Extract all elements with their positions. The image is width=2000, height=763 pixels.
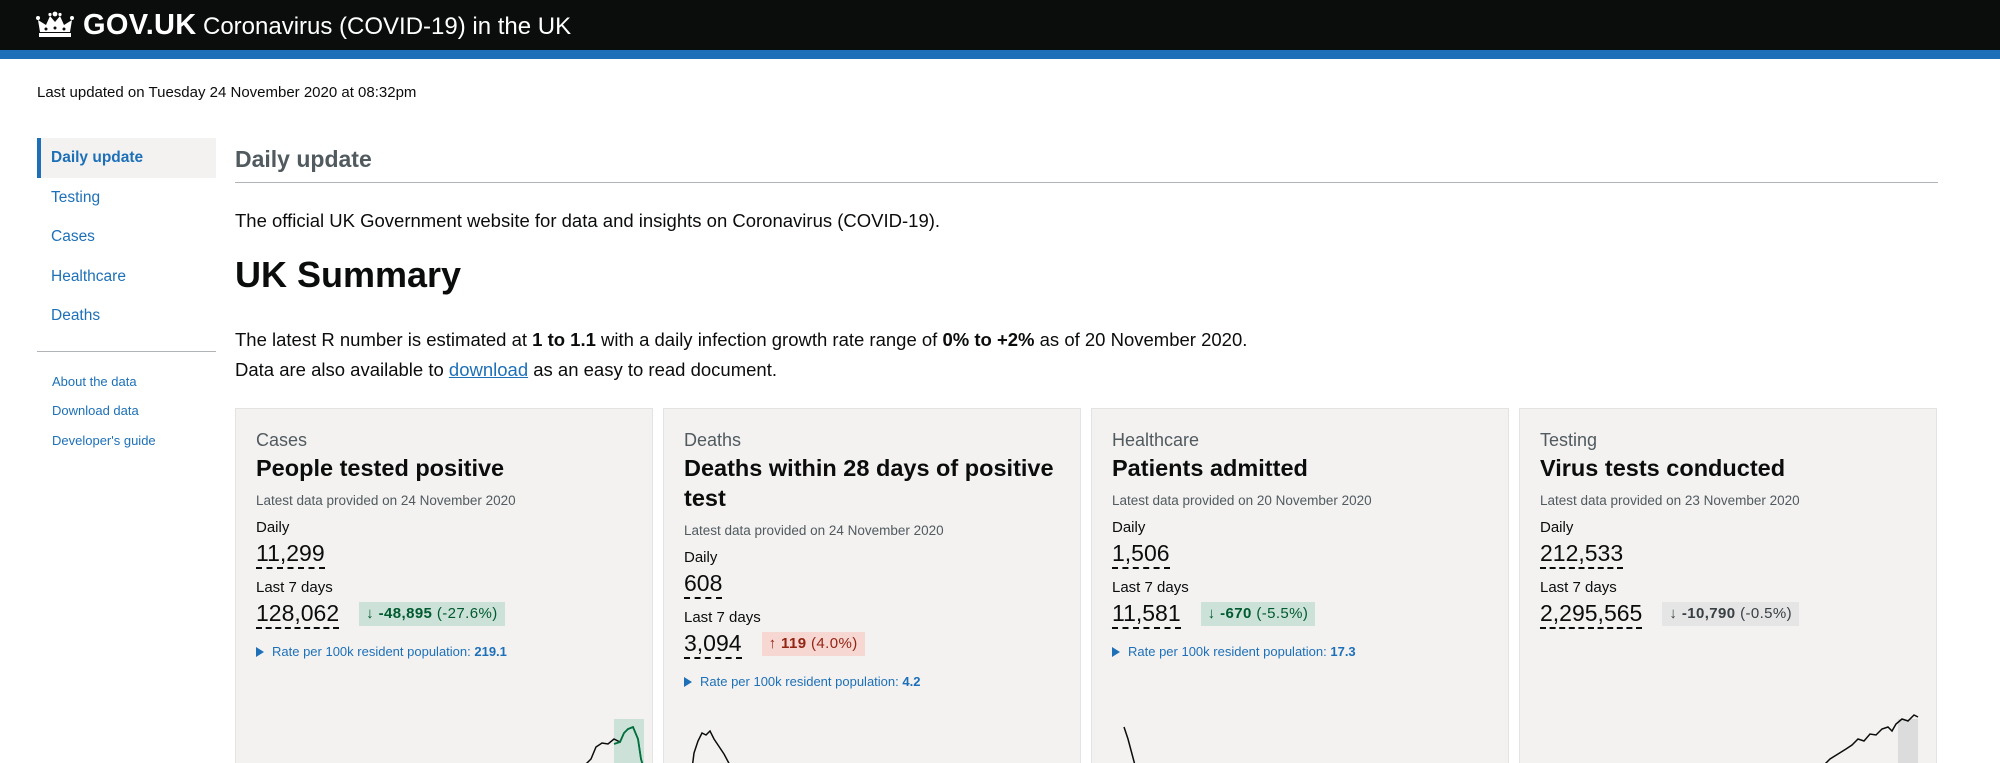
change-value: 119 [781,635,807,652]
service-name[interactable]: Coronavirus (COVID-19) in the UK [203,13,572,40]
daily-value[interactable]: 1,506 [1112,539,1170,569]
crown-icon [36,11,74,37]
healthcare-card[interactable]: Healthcare Patients admitted Latest data p… [1091,408,1509,763]
daily-value[interactable]: 212,533 [1540,539,1624,569]
download-data-link[interactable]: Download data [52,403,139,418]
card-provided-date: Latest data provided on 24 November 2020 [256,493,516,508]
sparkline-chart [1123,726,1136,763]
sidebar-item-cases[interactable]: Cases [51,228,95,245]
sparkline-line [1123,726,1136,763]
r-number-text: The latest R number is estimated at 1 to… [235,329,1247,351]
r-text-part: The latest R number is estimated at [235,329,533,350]
card-provided-date: Latest data provided on 24 November 2020 [684,523,944,538]
sidebar-item-deaths[interactable]: Deaths [51,307,101,324]
page-title: Daily update [235,146,372,172]
daily-label: Daily [1112,519,1146,536]
change-value: -670 [1220,605,1252,622]
summary-title: UK Summary [235,254,462,295]
r-value: 1 to 1.1 [532,329,596,350]
card-title[interactable]: Deaths within 28 days of positive test [684,455,1054,511]
card-category: Cases [256,430,308,450]
card-title[interactable]: Patients admitted [1112,455,1308,481]
week-value[interactable]: 128,062 [256,599,340,629]
sidebar-item-healthcare[interactable]: Healthcare [51,267,126,285]
r-text-part: as of 20 November 2020. [1034,329,1248,350]
download-text: Data are also available to download as a… [235,359,777,381]
daily-label: Daily [256,519,290,536]
rate-toggle[interactable]: Rate per 100k resident population: 219.1 [256,644,626,660]
triangle-right-icon [256,647,264,657]
rate-label: Rate per 100k resident population: [272,644,475,659]
rate-toggle[interactable]: Rate per 100k resident population: 17.3 [1112,644,1482,660]
card-provided-date: Latest data provided on 20 November 2020 [1112,493,1372,508]
week-label: Last 7 days [1112,579,1189,596]
r-text-part: with a daily infection growth rate range… [595,329,943,350]
sparkline-line [691,729,730,763]
week-value[interactable]: 2,295,565 [1540,599,1643,629]
header-blue-bar [0,50,2000,59]
triangle-right-icon [1112,647,1120,657]
sidebar-item-testing[interactable]: Testing [51,188,101,206]
sparkline-chart [691,729,730,763]
daily-label: Daily [684,549,718,566]
deaths-card[interactable]: Deaths Deaths within 28 days of positive … [663,408,1081,763]
card-category: Healthcare [1112,430,1200,450]
change-badge: ↓ -670 (-5.5%) [1200,602,1316,626]
change-badge: ↓ -10,790 (-0.5%) [1662,602,1800,626]
week-label: Last 7 days [256,579,333,596]
rate-label: Rate per 100k resident population: [700,674,903,689]
change-arrow-icon: ↓ [366,605,375,622]
change-percent: (-27.6%) [436,605,498,622]
sparkline-chart [585,719,644,763]
about-data-link[interactable]: About the data [52,373,137,389]
change-badge: ↓ -48,895 (-27.6%) [359,602,505,626]
week-value[interactable]: 11,581 [1112,599,1181,629]
change-arrow-icon: ↓ [1207,605,1216,622]
sparkline-line [1824,714,1919,763]
change-arrow-icon: ↑ [768,635,777,652]
side-navigation: Daily update Testing Cases Healthcare De… [37,138,216,455]
card-provided-date: Latest data provided on 23 November 2020 [1540,493,1800,508]
sparkline-chart [1824,714,1919,763]
site-header: GOV.UK Coronavirus (COVID-19) in the UK [0,0,2000,50]
change-percent: (-0.5%) [1740,605,1793,622]
sparkline-highlight [1898,719,1918,763]
govuk-logo[interactable]: GOV.UK [83,9,197,41]
change-percent: (-5.5%) [1256,605,1309,622]
daily-value[interactable]: 608 [684,569,723,599]
card-category: Testing [1540,430,1598,450]
heading-divider [235,182,1938,183]
change-value: -10,790 [1681,605,1736,622]
daily-label: Daily [1540,519,1574,536]
week-value[interactable]: 3,094 [684,629,742,659]
sidenav-divider [37,350,216,352]
week-label: Last 7 days [684,609,761,626]
download-text-part: as an easy to read document. [528,359,777,380]
rate-value: 17.3 [1330,644,1356,659]
card-category: Deaths [684,430,742,450]
triangle-right-icon [684,677,692,687]
week-label: Last 7 days [1540,579,1617,596]
daily-value[interactable]: 11,299 [256,539,325,569]
intro-text: The official UK Government website for d… [235,210,941,231]
rate-value: 4.2 [902,674,921,689]
download-text-part: Data are also available to [235,359,449,380]
download-link[interactable]: download [448,359,529,380]
growth-range-value: 0% to +2% [942,329,1035,350]
rate-toggle[interactable]: Rate per 100k resident population: 4.2 [684,674,1054,690]
card-title[interactable]: People tested positive [256,455,505,481]
change-badge: ↑ 119 (4.0%) [761,632,865,656]
sidebar-item-daily-update[interactable]: Daily update [37,138,216,178]
sparkline-recent-line [613,725,644,763]
change-value: -48,895 [378,605,433,622]
last-updated-text: Last updated on Tuesday 24 November 2020… [37,84,417,101]
change-arrow-icon: ↓ [1669,605,1678,622]
change-percent: (4.0%) [811,635,858,652]
cases-card[interactable]: Cases People tested positive Latest data p… [235,408,653,763]
rate-value: 219.1 [474,644,507,659]
rate-label: Rate per 100k resident population: [1128,644,1331,659]
card-title[interactable]: Virus tests conducted [1540,455,1786,481]
developers-guide-link[interactable]: Developer's guide [52,432,156,448]
testing-card[interactable]: Testing Virus tests conducted Latest data … [1519,408,1937,763]
